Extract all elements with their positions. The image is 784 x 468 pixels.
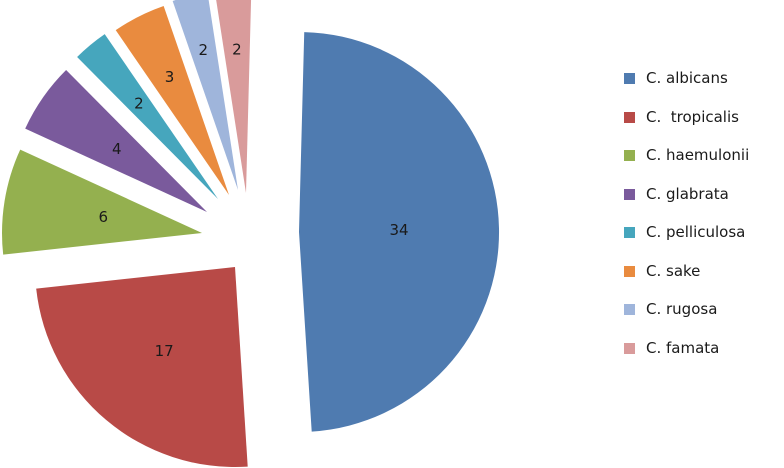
legend-label: C. famata: [646, 338, 720, 357]
pie-slice-c-haemulonii: [2, 149, 202, 255]
pie-slice-c-rugosa: [172, 0, 238, 190]
legend-label: C. rugosa: [646, 300, 718, 318]
legend-item: C. glabrata: [624, 184, 784, 223]
legend-swatch: [624, 111, 635, 123]
pie-slice-c-tropicalis: [36, 267, 248, 468]
legend-swatch: [624, 227, 635, 238]
legend-item: C. pelliculosa: [624, 222, 784, 261]
legend-label: C. sake: [646, 261, 701, 280]
pie-slice-c-famata: [216, 0, 252, 193]
legend-item: C. albicans: [624, 68, 784, 107]
legend-item: C. tropicalis: [624, 107, 784, 146]
pie-data-labels: 34 17 6 4 2 3 2 2: [99, 40, 409, 360]
legend-swatch: [624, 265, 635, 277]
legend-swatch: [624, 150, 635, 161]
legend: C. albicans C. tropicalis C. haemulonii C. …: [624, 68, 784, 376]
legend-swatch: [624, 304, 635, 315]
legend-swatch: [624, 73, 635, 84]
slice-value-label: 3: [165, 68, 175, 86]
legend-item: C. rugosa: [624, 299, 784, 338]
legend-item: C. haemulonii: [624, 145, 784, 184]
slice-value-label: 2: [232, 40, 242, 58]
legend-label: C. albicans: [646, 69, 728, 87]
legend-item: C. famata: [624, 338, 784, 377]
legend-item: C. sake: [624, 261, 784, 300]
legend-swatch: [624, 342, 635, 354]
legend-label: C. tropicalis: [646, 107, 739, 126]
legend-swatch: [624, 188, 635, 200]
pie-slice-c-pelliculosa: [77, 34, 218, 199]
slice-value-label: 2: [134, 95, 144, 113]
legend-label: C. haemulonii: [646, 146, 750, 164]
pie-slices: [2, 0, 500, 468]
pie-slice-c-albicans: [299, 32, 500, 432]
slice-value-label: 4: [112, 140, 122, 158]
slice-value-label: 34: [389, 221, 408, 239]
slice-value-label: 6: [99, 208, 109, 226]
legend-label: C. glabrata: [646, 184, 729, 203]
slice-value-label: 17: [155, 342, 174, 360]
pie-slice-c-sake: [115, 5, 229, 196]
legend-label: C. pelliculosa: [646, 223, 746, 241]
slice-value-label: 2: [199, 41, 209, 59]
pie-slice-c-glabrata: [25, 70, 207, 212]
